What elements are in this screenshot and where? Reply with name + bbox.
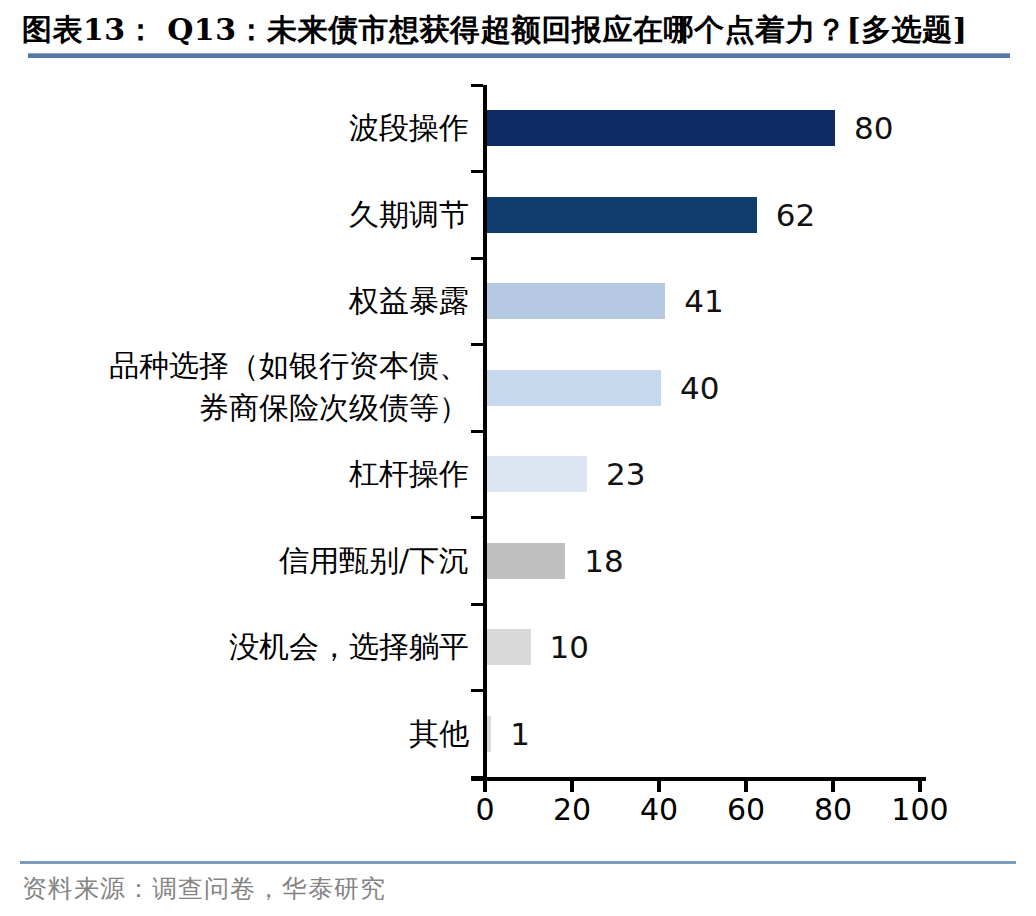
x-axis-tick-label: 100 — [875, 792, 965, 827]
x-axis-tick — [918, 781, 922, 792]
value-label: 10 — [550, 629, 589, 665]
bar — [487, 456, 587, 492]
source-note: 资料来源：调查问卷，华泰研究 — [22, 872, 1012, 905]
bar — [487, 716, 491, 752]
value-label: 41 — [684, 283, 723, 319]
bar — [487, 370, 661, 406]
bar-chart: 波段操作 80 久期调节 62 权益暴露 41 品种选择（如银行资本债、券商保险次级债等） 4… — [0, 0, 1036, 916]
x-axis-tick-label: 20 — [527, 792, 617, 827]
value-label: 80 — [854, 110, 893, 146]
bar — [487, 629, 531, 665]
bar — [487, 197, 757, 233]
y-axis-tick — [471, 84, 483, 87]
y-axis-line — [483, 85, 487, 781]
figure-card: 图表13： Q13：未来债市想获得超额回报应在哪个点着力？[多选题] 波段操作8… — [0, 0, 1036, 916]
y-axis-tick — [471, 603, 483, 606]
category-label: 其他 — [20, 712, 469, 755]
category-label: 杠杆操作 — [20, 453, 469, 496]
y-axis-tick — [471, 343, 483, 346]
bar — [487, 283, 665, 319]
category-label: 波段操作 — [20, 107, 469, 150]
y-axis-tick — [471, 776, 483, 779]
bar — [487, 543, 565, 579]
y-axis-tick — [471, 257, 483, 260]
y-axis-tick — [471, 170, 483, 173]
x-axis-tick-label: 0 — [440, 792, 530, 827]
value-label: 40 — [680, 370, 719, 406]
y-axis-tick — [471, 516, 483, 519]
category-label: 权益暴露 — [20, 280, 469, 323]
x-axis-tick — [483, 781, 487, 792]
x-axis-tick-label: 80 — [788, 792, 878, 827]
category-label: 信用甄别/下沉 — [20, 539, 469, 582]
category-label: 没机会，选择躺平 — [20, 626, 469, 669]
x-axis-line — [471, 777, 926, 781]
x-axis-tick-label: 40 — [614, 792, 704, 827]
category-label: 品种选择（如银行资本债、券商保险次级债等） — [20, 345, 469, 430]
x-axis-tick-label: 60 — [701, 792, 791, 827]
value-label: 23 — [606, 456, 645, 492]
x-axis-tick — [831, 781, 835, 792]
footer-divider — [20, 861, 1016, 864]
value-label: 1 — [510, 716, 530, 752]
category-label: 久期调节 — [20, 193, 469, 236]
value-label: 18 — [584, 543, 623, 579]
y-axis-tick — [471, 430, 483, 433]
x-axis-tick — [657, 781, 661, 792]
value-label: 62 — [776, 197, 815, 233]
bar — [487, 110, 835, 146]
y-axis-tick — [471, 689, 483, 692]
x-axis-tick — [570, 781, 574, 792]
x-axis-tick — [744, 781, 748, 792]
